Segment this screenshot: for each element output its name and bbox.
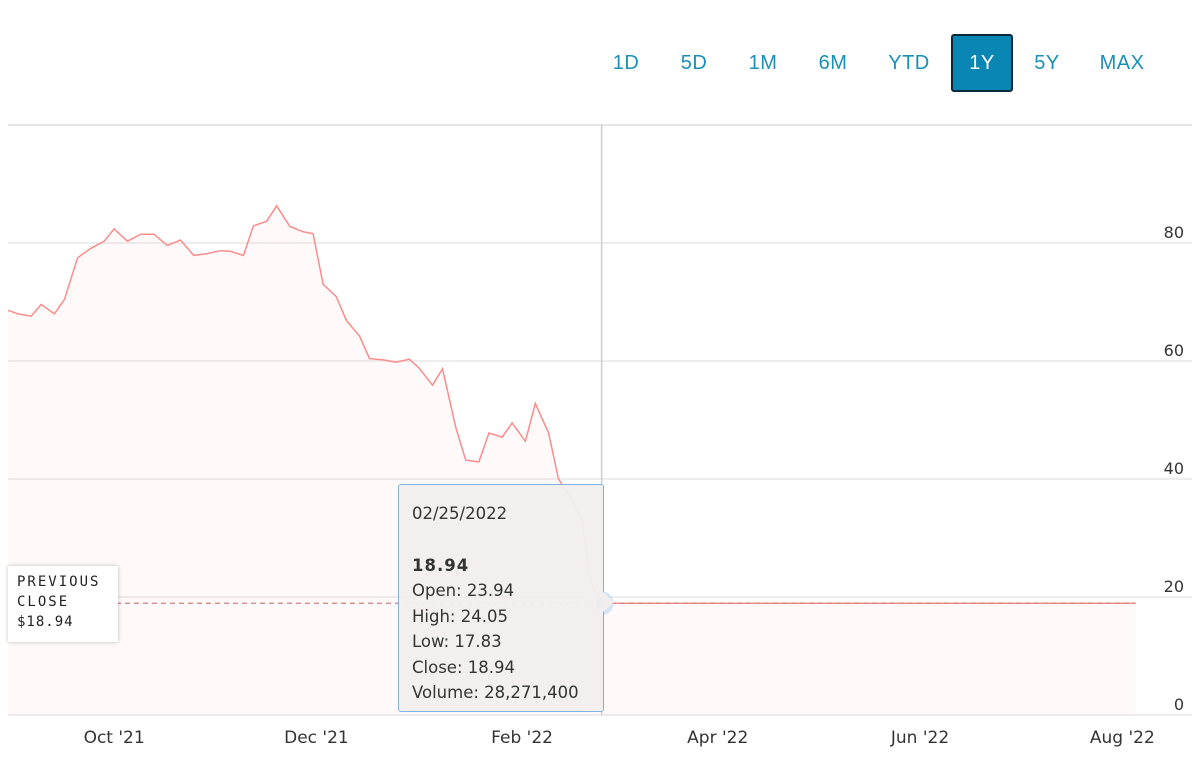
previous-close-value: $18.94 [17,614,74,630]
tooltip-close: Close: 18.94 [412,657,515,677]
range-selector: 1D 5D 1M 6M YTD 1Y 5Y MAX [0,0,1200,100]
range-button-6m[interactable]: 6M [818,52,848,74]
y-tick-label: 0 [1174,695,1184,714]
previous-close-label: PREVIOUS CLOSE $18.94 [8,566,118,642]
y-axis: 0 20 40 60 80 [1164,223,1184,714]
tooltip-pointer [603,592,614,612]
y-tick-label: 80 [1164,223,1184,242]
x-tick-label: Apr '22 [687,728,748,748]
range-button-ytd[interactable]: YTD [888,52,930,74]
range-button-5y[interactable]: 5Y [1034,52,1060,74]
y-tick-label: 40 [1164,459,1184,478]
tooltip-price: 18.94 [412,555,470,575]
price-tooltip: 02/25/2022 18.94 Open: 23.94 High: 24.05… [398,484,604,712]
x-tick-label: Aug '22 [1090,728,1155,748]
tooltip-low: Low: 17.83 [412,632,502,651]
range-button-1y[interactable]: 1Y [951,34,1013,92]
previous-close-title-1: PREVIOUS [17,574,101,590]
range-button-max[interactable]: MAX [1099,52,1145,74]
tooltip-open: Open: 23.94 [412,581,515,600]
x-tick-label: Dec '21 [284,728,349,748]
x-tick-label: Feb '22 [491,728,553,748]
y-tick-label: 60 [1164,341,1184,360]
tooltip-date: 02/25/2022 [412,504,508,523]
y-tick-label: 20 [1164,577,1184,596]
tooltip-volume: Volume: 28,271,400 [412,683,579,702]
previous-close-title-2: CLOSE [17,594,70,610]
x-axis: Oct '21 Dec '21 Feb '22 Apr '22 Jun '22 Aug '… [84,728,1155,748]
x-tick-label: Jun '22 [890,728,949,748]
range-button-1d[interactable]: 1D [612,52,640,74]
range-button-1m[interactable]: 1M [748,52,778,74]
range-button-5d[interactable]: 5D [680,52,708,74]
x-tick-label: Oct '21 [84,728,145,748]
tooltip-high: High: 24.05 [412,606,508,626]
price-area-fill [8,205,1136,716]
